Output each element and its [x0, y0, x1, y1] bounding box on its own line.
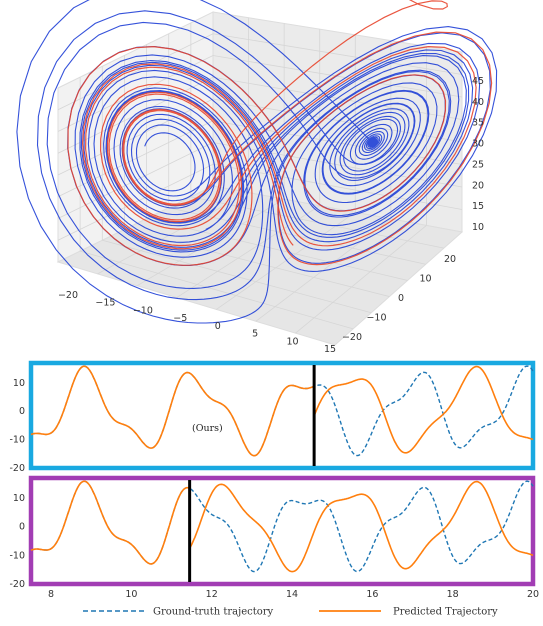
grid-line: [295, 225, 427, 334]
x-tick-label: 10: [287, 336, 299, 347]
panel-border: [28, 475, 536, 587]
x-tick-label: 14: [286, 589, 298, 600]
x-tick-label: 15: [324, 344, 336, 355]
series-line-predicted-3d: [67, 0, 493, 266]
z-tick-label: 45: [472, 76, 484, 87]
annotation-ours: (Ours): [192, 423, 223, 434]
x-tick-label: −15: [95, 298, 115, 309]
z-tick-label: 40: [472, 97, 484, 108]
time-series-panel-ours: 10 0 -10 -20 (Ours): [9, 360, 536, 474]
z-tick-label: 30: [472, 139, 484, 150]
grid-line: [80, 250, 354, 330]
y-tick-label: -20: [9, 463, 25, 474]
y-tick-label: −20: [342, 332, 362, 343]
lorenz-3d-chart: −20 −15 −10 −5 0 5 10 15 −20 −10 0 10 20 10 15 20 25 30 35…: [16, 0, 498, 355]
x-tick-label: −20: [58, 290, 78, 301]
z-tick-label: 15: [472, 201, 484, 212]
y-tick-label: 0: [398, 293, 404, 304]
series-line-ground-truth: [30, 480, 534, 573]
y-tick-label: -20: [9, 579, 25, 590]
x-tick-label: 10: [125, 589, 137, 600]
legend-ground-truth-label: Ground-truth trajectory: [153, 607, 274, 618]
x-tick-label: 5: [252, 329, 258, 340]
series-line-predicted: [30, 365, 534, 457]
grid-line: [146, 218, 408, 281]
legend: Ground-truth trajectory Predicted Trajec…: [83, 607, 498, 618]
y-tick-label: 0: [19, 406, 25, 417]
x-tick-label: 16: [366, 589, 378, 600]
grid-line: [212, 55, 463, 98]
time-series-panel-baseline: 10 0 -10 -20 8 10 12 14 16 18 20: [9, 475, 539, 600]
z-tick-label: 35: [472, 118, 484, 129]
z-tick-label: 10: [472, 222, 484, 233]
x-tick-label: 0: [215, 321, 221, 332]
grid-line: [176, 205, 320, 298]
x-tick-label: 8: [48, 589, 54, 600]
grid-line: [212, 98, 463, 143]
grid-line: [124, 229, 390, 297]
grid-line: [212, 33, 463, 75]
grid-line: [216, 211, 356, 310]
y-tick-label: -10: [9, 550, 25, 561]
x-tick-label: −5: [173, 313, 187, 324]
z-tick-label: 25: [472, 159, 484, 170]
y-tick-label: −10: [366, 313, 386, 324]
y-tick-label: 10: [419, 274, 431, 285]
x-tick-label: −10: [133, 305, 153, 316]
y-tick-label: 20: [444, 254, 456, 265]
x-tick-label: 18: [447, 589, 459, 600]
grid-line: [57, 163, 214, 241]
y-tick-label: 10: [13, 378, 25, 389]
series-line-ground-truth-3d: [16, 0, 498, 324]
grid-line: [57, 142, 214, 219]
grid-line: [255, 218, 392, 322]
legend-predicted-label: Predicted Trajectory: [393, 607, 498, 618]
series-line-predicted: [30, 480, 534, 573]
x-tick-label: 12: [206, 589, 218, 600]
y-tick-label: -10: [9, 435, 25, 446]
y-tick-label: 10: [13, 493, 25, 504]
grid-line: [168, 207, 426, 265]
x-tick-label: 20: [527, 589, 539, 600]
z-tick-label: 20: [472, 180, 484, 191]
grid-line: [212, 142, 463, 188]
grid-line: [57, 33, 214, 111]
panel-border: [28, 360, 536, 471]
y-tick-label: 0: [19, 522, 25, 533]
